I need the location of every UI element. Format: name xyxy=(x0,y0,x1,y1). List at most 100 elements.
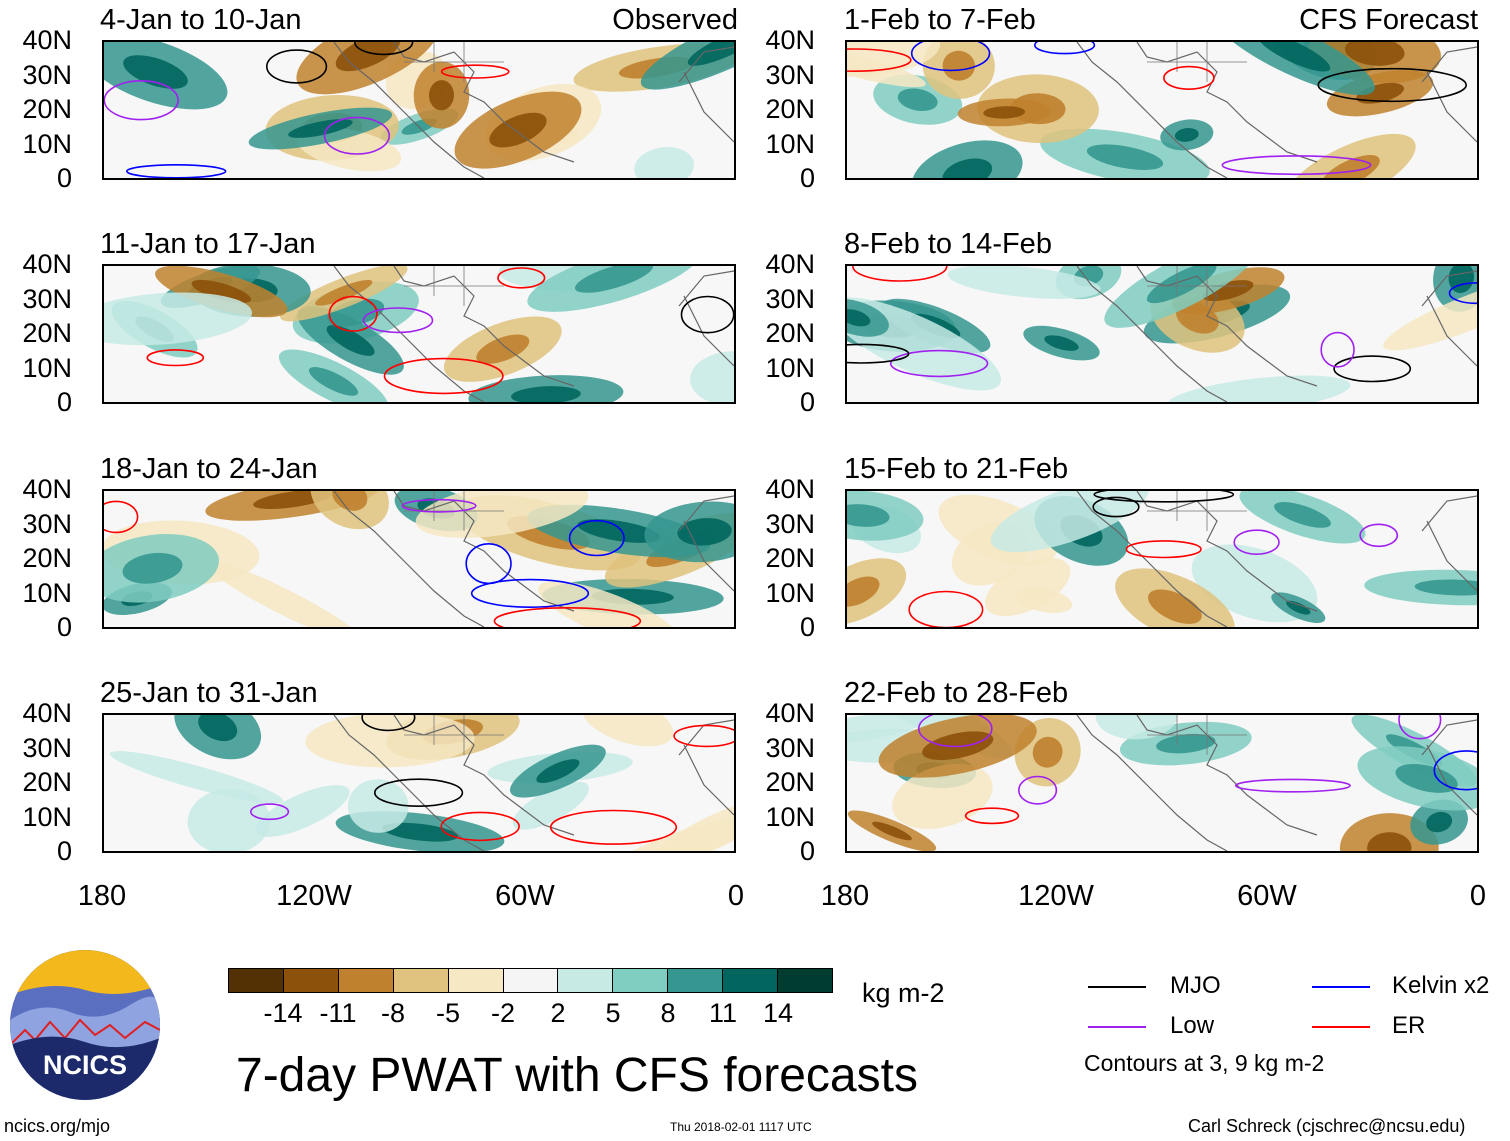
lat-label: 20N xyxy=(765,94,815,124)
lat-label: 0 xyxy=(799,836,815,866)
lat-label: 20N xyxy=(765,318,815,348)
lat-label: 10N xyxy=(22,801,72,832)
lat-label: 30N xyxy=(765,732,815,763)
timestamp: Thu 2018-02-01 1117 UTC xyxy=(670,1120,812,1134)
map-panel-left-2 xyxy=(102,264,736,404)
colorbar-swatch xyxy=(503,969,559,992)
lat-label: 40N xyxy=(22,698,72,728)
map-panel-right-3 xyxy=(845,489,1479,629)
lat-label: 0 xyxy=(56,163,72,193)
colorbar-swatch xyxy=(283,969,339,992)
ncics-logo: NCICS xyxy=(10,950,160,1100)
colorbar-tick-label: -11 xyxy=(319,998,357,1028)
lat-label: 0 xyxy=(799,387,815,417)
cfs-forecast-label: CFS Forecast xyxy=(1299,4,1478,36)
colorbar-tick-label: -14 xyxy=(263,998,303,1028)
panel-title-left-3: 18-Jan to 24-Jan xyxy=(100,453,318,485)
lon-label-left-180: 180 xyxy=(77,880,127,912)
lat-label: 20N xyxy=(765,543,815,573)
map-panel-left-1 xyxy=(102,40,736,180)
colorbar-tick-label: -2 xyxy=(490,998,515,1028)
panel-title-right-2: 8-Feb to 14-Feb xyxy=(844,228,1052,260)
lat-label: 10N xyxy=(765,128,815,159)
colorbar-swatch xyxy=(448,969,504,992)
colorbar-swatch xyxy=(229,969,284,992)
panel-title-left-4: 25-Jan to 31-Jan xyxy=(100,677,318,709)
panel-title-right-3: 15-Feb to 21-Feb xyxy=(844,453,1069,485)
lat-label: 20N xyxy=(22,94,72,124)
map-panel-right-1 xyxy=(845,40,1479,180)
lat-label: 40N xyxy=(765,25,815,55)
lat-label: 0 xyxy=(799,612,815,642)
map-panel-left-4 xyxy=(102,713,736,853)
lat-label: 0 xyxy=(56,387,72,417)
colorbar-units: kg m-2 xyxy=(862,978,945,1008)
map-panel-right-4 xyxy=(845,713,1479,853)
logo-text: NCICS xyxy=(42,1050,127,1080)
lat-label: 20N xyxy=(765,767,815,797)
lat-label: 0 xyxy=(56,836,72,866)
contours-note: Contours at 3, 9 kg m-2 xyxy=(1084,1050,1325,1076)
panel-title-left-1: 4-Jan to 10-Jan xyxy=(100,4,302,36)
lat-label: 10N xyxy=(22,352,72,383)
observed-label: Observed xyxy=(612,4,738,36)
lat-label: 30N xyxy=(22,59,72,90)
er-legend-label: ER xyxy=(1392,1012,1426,1039)
colorbar-swatch xyxy=(558,969,614,992)
lon-label-right-0: 0 xyxy=(1469,880,1487,912)
colorbar-tick-label: 8 xyxy=(660,998,676,1028)
colorbar-tick-label: 11 xyxy=(708,998,738,1028)
low-legend-line xyxy=(1088,1026,1146,1028)
colorbar-tick-label: 5 xyxy=(605,998,621,1028)
lat-label: 40N xyxy=(22,249,72,279)
website-link[interactable]: ncics.org/mjo xyxy=(4,1116,111,1136)
lat-label: 20N xyxy=(22,767,72,797)
colorbar-swatch xyxy=(613,969,669,992)
lon-label-left-120w: 120W xyxy=(276,880,352,912)
lat-label: 10N xyxy=(22,577,72,608)
lat-label: 10N xyxy=(765,577,815,608)
map-panel-left-3 xyxy=(102,489,736,629)
colorbar xyxy=(228,968,833,993)
lat-label: 40N xyxy=(765,249,815,279)
er-legend-line xyxy=(1312,1026,1370,1028)
lat-label: 0 xyxy=(799,163,815,193)
lat-label: 30N xyxy=(765,508,815,539)
lat-label: 30N xyxy=(22,508,72,539)
lat-label: 40N xyxy=(22,474,72,504)
lat-label: 30N xyxy=(22,283,72,314)
panel-title-left-2: 11-Jan to 17-Jan xyxy=(100,228,316,260)
colorbar-swatch xyxy=(778,969,832,992)
mjo-legend-line xyxy=(1088,986,1146,988)
lat-label: 10N xyxy=(765,352,815,383)
lat-label: 30N xyxy=(22,732,72,763)
panel-title-right-4: 22-Feb to 28-Feb xyxy=(844,677,1069,709)
panel-title-right-1: 1-Feb to 7-Feb xyxy=(844,4,1036,36)
map-panel-right-2 xyxy=(845,264,1479,404)
lon-label-left-60w: 60W xyxy=(495,880,555,912)
mjo-legend-label: MJO xyxy=(1170,972,1221,999)
lat-label: 40N xyxy=(765,698,815,728)
lat-label: 20N xyxy=(22,543,72,573)
author-credit: Carl Schreck (cjschrec@ncsu.edu) xyxy=(1188,1116,1466,1136)
colorbar-swatch xyxy=(668,969,724,992)
colorbar-swatch xyxy=(338,969,394,992)
lat-label: 10N xyxy=(765,801,815,832)
colorbar-swatch xyxy=(723,969,779,992)
colorbar-tick-label: 14 xyxy=(762,998,794,1028)
lat-label: 30N xyxy=(765,59,815,90)
lon-label-right-60w: 60W xyxy=(1237,880,1297,912)
lat-label: 20N xyxy=(22,318,72,348)
low-legend-label: Low xyxy=(1170,1012,1215,1039)
kelvin-legend-label: Kelvin x2 xyxy=(1392,972,1490,999)
colorbar-tick-label: -8 xyxy=(380,998,405,1028)
lat-label: 30N xyxy=(765,283,815,314)
lon-label-right-180: 180 xyxy=(820,880,870,912)
colorbar-tick-label: -5 xyxy=(435,998,460,1028)
kelvin-legend-line xyxy=(1312,986,1370,988)
lat-label: 40N xyxy=(22,25,72,55)
lon-label-right-120w: 120W xyxy=(1018,880,1094,912)
colorbar-tick-label: 2 xyxy=(550,998,566,1028)
colorbar-swatch xyxy=(393,969,449,992)
lon-label-left-0: 0 xyxy=(727,880,745,912)
